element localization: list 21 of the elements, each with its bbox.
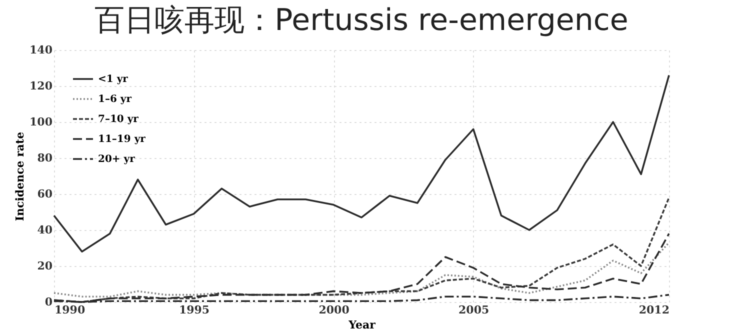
x-axis-title: Year	[348, 318, 376, 332]
legend-label: 1–6 yr	[98, 94, 132, 105]
legend-label: <1 yr	[98, 74, 129, 85]
y-tick-label: 120	[30, 80, 53, 92]
y-tick-label: 60	[37, 188, 53, 200]
x-tick-label: 2005	[458, 304, 490, 316]
y-tick-label: 140	[30, 44, 53, 56]
y-axis-title: Incidence rate	[14, 132, 27, 222]
x-tick-label: 1995	[178, 304, 210, 316]
y-tick-label: 80	[37, 152, 53, 164]
x-tick-label: 2000	[318, 304, 350, 316]
y-tick-label: 40	[37, 224, 53, 236]
x-tick-label: 1990	[54, 304, 86, 316]
y-tick-label: 100	[30, 116, 53, 128]
legend-label: 11–19 yr	[98, 134, 146, 145]
legend-label: 7–10 yr	[98, 114, 140, 125]
chart-title: 百日咳再现：Pertussis re-emergence	[94, 3, 628, 38]
y-tick-label: 0	[44, 296, 53, 308]
x-tick-label: 2012	[638, 304, 670, 316]
y-tick-label: 20	[37, 260, 53, 272]
legend-label: 20+ yr	[98, 154, 136, 165]
